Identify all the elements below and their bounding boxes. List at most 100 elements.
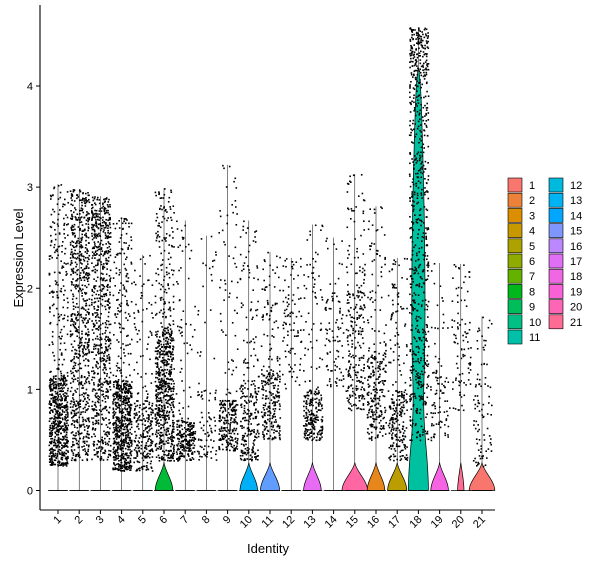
point: [79, 189, 81, 191]
point: [177, 429, 179, 431]
point: [242, 385, 244, 387]
point: [59, 393, 61, 395]
point: [131, 445, 133, 447]
point: [74, 200, 76, 202]
point: [233, 400, 235, 402]
point: [272, 269, 274, 271]
point: [141, 292, 143, 294]
point: [59, 449, 61, 451]
point: [156, 404, 158, 406]
point: [161, 405, 163, 407]
point: [248, 277, 250, 279]
point: [71, 412, 73, 414]
point: [125, 380, 127, 382]
point: [170, 315, 172, 317]
point: [182, 237, 184, 239]
point: [240, 278, 242, 280]
point: [231, 359, 233, 361]
point: [160, 419, 162, 421]
point: [124, 429, 126, 431]
point: [109, 206, 111, 208]
point: [120, 347, 122, 349]
point: [81, 295, 83, 297]
point: [80, 414, 82, 416]
point: [75, 391, 77, 393]
point: [110, 227, 112, 229]
point: [146, 448, 148, 450]
point: [81, 333, 83, 335]
point: [170, 439, 172, 441]
point: [64, 262, 66, 264]
point: [62, 411, 64, 413]
point: [134, 449, 136, 451]
point: [89, 318, 91, 320]
point: [291, 376, 293, 378]
point: [120, 253, 122, 255]
point: [240, 386, 242, 388]
point: [271, 359, 273, 361]
point: [67, 223, 69, 225]
point: [70, 391, 72, 393]
point: [77, 253, 79, 255]
point: [57, 203, 59, 205]
point: [108, 312, 110, 314]
point: [57, 223, 59, 225]
point: [224, 280, 226, 282]
point: [250, 454, 252, 456]
point: [261, 380, 263, 382]
point: [67, 235, 69, 237]
point: [63, 266, 65, 268]
point: [108, 419, 110, 421]
point: [120, 460, 122, 462]
point: [121, 449, 123, 451]
point: [49, 445, 51, 447]
point: [147, 421, 149, 423]
point: [96, 409, 98, 411]
point: [201, 395, 203, 397]
point: [214, 397, 216, 399]
point: [232, 401, 234, 403]
point: [107, 336, 109, 338]
point: [75, 262, 77, 264]
point: [104, 332, 106, 334]
point: [262, 431, 264, 433]
point: [183, 436, 185, 438]
point: [202, 286, 204, 288]
point: [255, 241, 257, 243]
point: [85, 317, 87, 319]
point: [173, 398, 175, 400]
point: [76, 440, 78, 442]
point: [100, 289, 102, 291]
point: [171, 432, 173, 434]
point: [53, 355, 55, 357]
point: [130, 405, 132, 407]
point: [106, 424, 108, 426]
point: [82, 199, 84, 201]
point: [73, 401, 75, 403]
point: [76, 413, 78, 415]
point: [128, 391, 130, 393]
point: [155, 418, 157, 420]
point: [80, 314, 82, 316]
point: [124, 454, 126, 456]
point: [93, 370, 95, 372]
point: [62, 465, 64, 467]
point: [67, 446, 69, 448]
point: [126, 233, 128, 235]
point: [198, 453, 200, 455]
point: [109, 302, 111, 304]
point: [165, 386, 167, 388]
point: [83, 300, 85, 302]
point: [110, 380, 112, 382]
point: [253, 338, 255, 340]
point: [60, 383, 62, 385]
point: [276, 320, 278, 322]
point: [93, 433, 95, 435]
point: [126, 377, 128, 379]
point: [119, 227, 121, 229]
point: [73, 268, 75, 270]
point: [101, 352, 103, 354]
point: [59, 349, 61, 351]
point: [167, 361, 169, 363]
point: [49, 407, 51, 409]
